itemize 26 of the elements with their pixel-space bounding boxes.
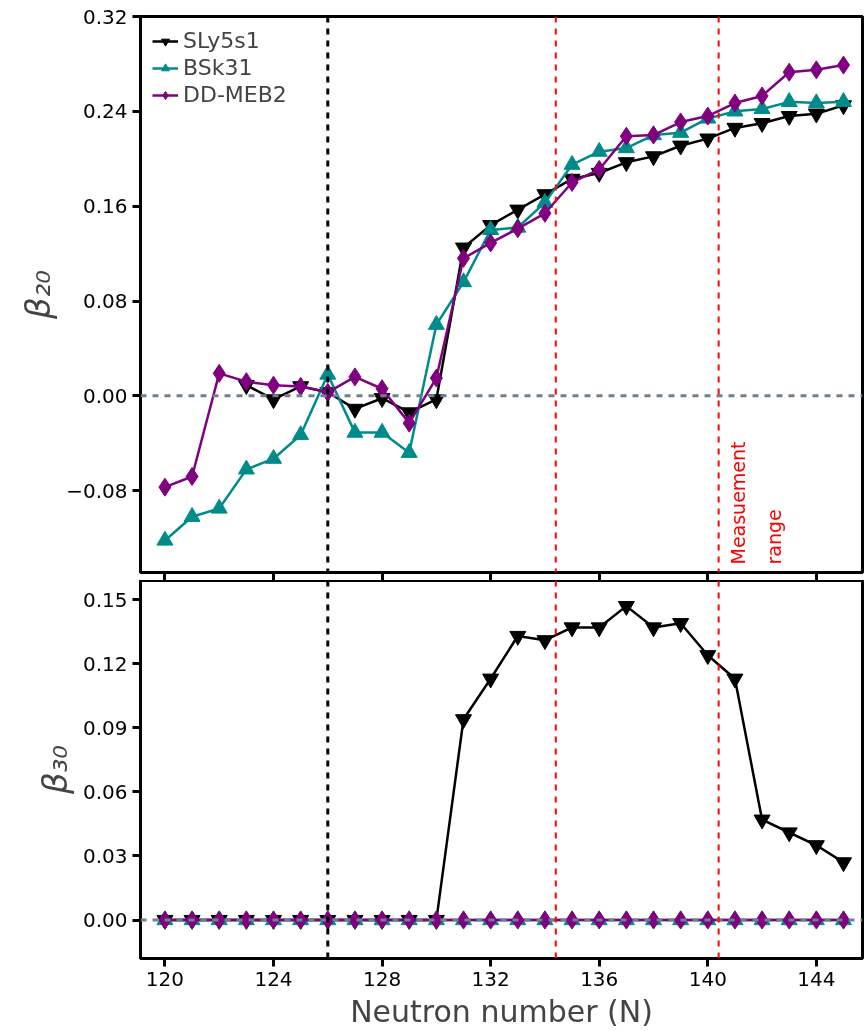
x-axis-title: Neutron number (N) [350, 993, 653, 1029]
y-tick-label: 0.12 [82, 651, 128, 676]
y-tick-label: 0.08 [82, 289, 128, 314]
y-tick-label: 0.24 [82, 99, 128, 124]
y-tick-label: 0.03 [82, 843, 128, 868]
x-tick-label: 132 [471, 966, 510, 991]
y-tick-label: 0.15 [82, 587, 128, 612]
y-tick-label: 0.09 [82, 715, 128, 740]
y-tick-label: 0.32 [82, 4, 128, 29]
x-tick-label: 120 [145, 966, 185, 991]
x-tick-label: 128 [362, 966, 402, 991]
y-tick-label: −0.08 [66, 478, 128, 503]
legend-label: BSk31 [183, 55, 253, 80]
x-tick-label: 144 [797, 966, 836, 991]
y-tick-label: 0.00 [82, 908, 128, 933]
x-tick-label: 140 [688, 966, 727, 991]
y-axis-title: β₂₀ [18, 269, 59, 320]
legend-label: DD-MEB2 [183, 82, 287, 107]
y-tick-label: 0.00 [82, 383, 128, 408]
x-tick-label: 136 [580, 966, 619, 991]
y-tick-label: 0.06 [82, 779, 128, 804]
y-tick-label: 0.16 [82, 194, 128, 219]
ref-line-label: Measuement range [726, 441, 785, 565]
y-axis-title: β₃₀ [34, 744, 75, 795]
legend-label: SLy5s1 [183, 28, 260, 53]
x-tick-label: 124 [254, 966, 293, 991]
